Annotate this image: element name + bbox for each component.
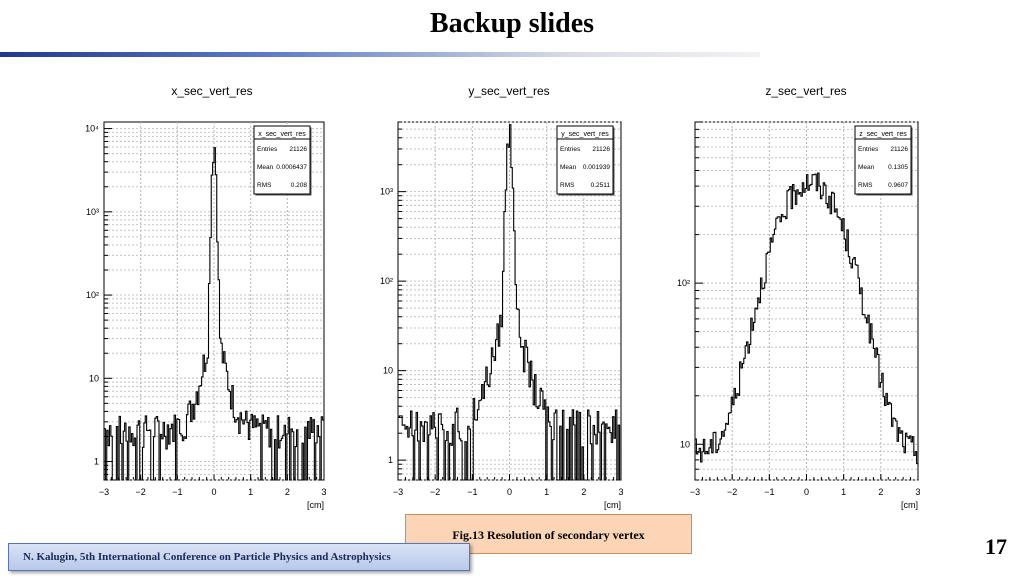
panel-title-x: x_sec_vert_res [171,84,253,98]
x-axis-unit: [cm] [604,500,621,510]
x-tick-label: −1 [764,487,774,497]
x-tick-label: 2 [878,487,883,497]
footer-banner: N. Kalugin, 5th International Conference… [8,543,470,571]
stats-label: Mean [560,164,577,171]
x-axis-unit: [cm] [901,500,918,510]
y-tick-label: 10 [89,373,99,383]
y-tick-label: 10 [680,439,690,449]
stats-label: Mean [257,164,274,171]
stats-label: Mean [858,164,875,171]
stats-box [253,125,311,195]
x-tick-label: 3 [618,487,623,497]
y-tick-label: 1 [94,457,99,467]
x-tick-label: 1 [248,487,253,497]
x-tick-label: 0 [211,487,216,497]
y-tick-label: 10² [677,278,690,288]
x-tick-label: −1 [172,487,182,497]
stats-label: Entries [858,146,879,153]
x-tick-label: −3 [690,487,700,497]
x-tick-label: 2 [581,487,586,497]
stats-value: 0.0006437 [276,164,307,171]
y-tick-label: 10 [383,366,393,376]
stats-value: 21126 [289,146,307,153]
stats-label: Entries [560,146,581,153]
x-tick-label: 3 [321,487,326,497]
y-tick-label: 10² [86,290,99,300]
x-tick-label: −2 [727,487,737,497]
stats-value: 21126 [592,146,610,153]
stats-label: RMS [257,182,272,189]
x-axis-unit: [cm] [307,500,324,510]
x-tick-label: 3 [915,487,920,497]
y-tick-label: 1 [388,455,393,465]
panel-title-y: y_sec_vert_res [468,84,550,98]
x-tick-label: 1 [544,487,549,497]
histogram-line [695,172,918,465]
x-tick-label: 2 [285,487,290,497]
histogram-line [104,147,324,481]
stats-name: x_sec_vert_res [258,131,306,138]
stats-name: z_sec_vert_res [859,131,907,138]
stats-label: Entries [257,146,278,153]
stats-name: y_sec_vert_res [561,131,609,138]
stats-label: RMS [858,182,873,189]
stats-value: 0.1305 [888,164,908,171]
stats-value: 0.2511 [591,182,611,189]
y-tick-label: 10³ [86,207,99,217]
x-tick-label: −1 [467,487,477,497]
x-tick-label: −3 [393,487,403,497]
slide-number: 17 [985,534,1007,559]
stats-box [854,125,912,195]
y-tick-label: 10² [380,276,393,286]
x-tick-label: −2 [136,487,146,497]
y-tick-label: 10³ [380,187,393,197]
x-tick-label: 0 [804,487,809,497]
x-tick-label: −3 [99,487,109,497]
title-underline [0,52,760,57]
stats-box [556,125,614,195]
stats-value: 0.001939 [583,164,610,171]
stats-label: RMS [560,182,575,189]
stats-value: 0.9607 [888,182,908,189]
histogram-line [398,124,621,481]
x-tick-label: 0 [507,487,512,497]
stats-value: 0.208 [291,182,308,189]
stats-value: 21126 [890,146,908,153]
x-tick-label: 1 [841,487,846,497]
y-tick-label: 10⁴ [85,124,99,134]
panel-title-z: z_sec_vert_res [765,84,847,98]
x-tick-label: −2 [430,487,440,497]
slide-title: Backup slides [429,8,595,39]
